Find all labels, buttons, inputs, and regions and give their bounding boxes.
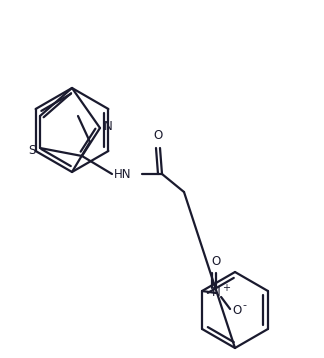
Text: +: + (222, 283, 230, 293)
Text: O: O (212, 255, 221, 268)
Text: S: S (29, 145, 36, 158)
Text: N: N (212, 286, 220, 300)
Text: N: N (104, 120, 113, 132)
Text: O: O (232, 305, 241, 318)
Text: HN: HN (114, 169, 132, 182)
Text: O: O (153, 129, 163, 142)
Text: -: - (242, 300, 246, 310)
